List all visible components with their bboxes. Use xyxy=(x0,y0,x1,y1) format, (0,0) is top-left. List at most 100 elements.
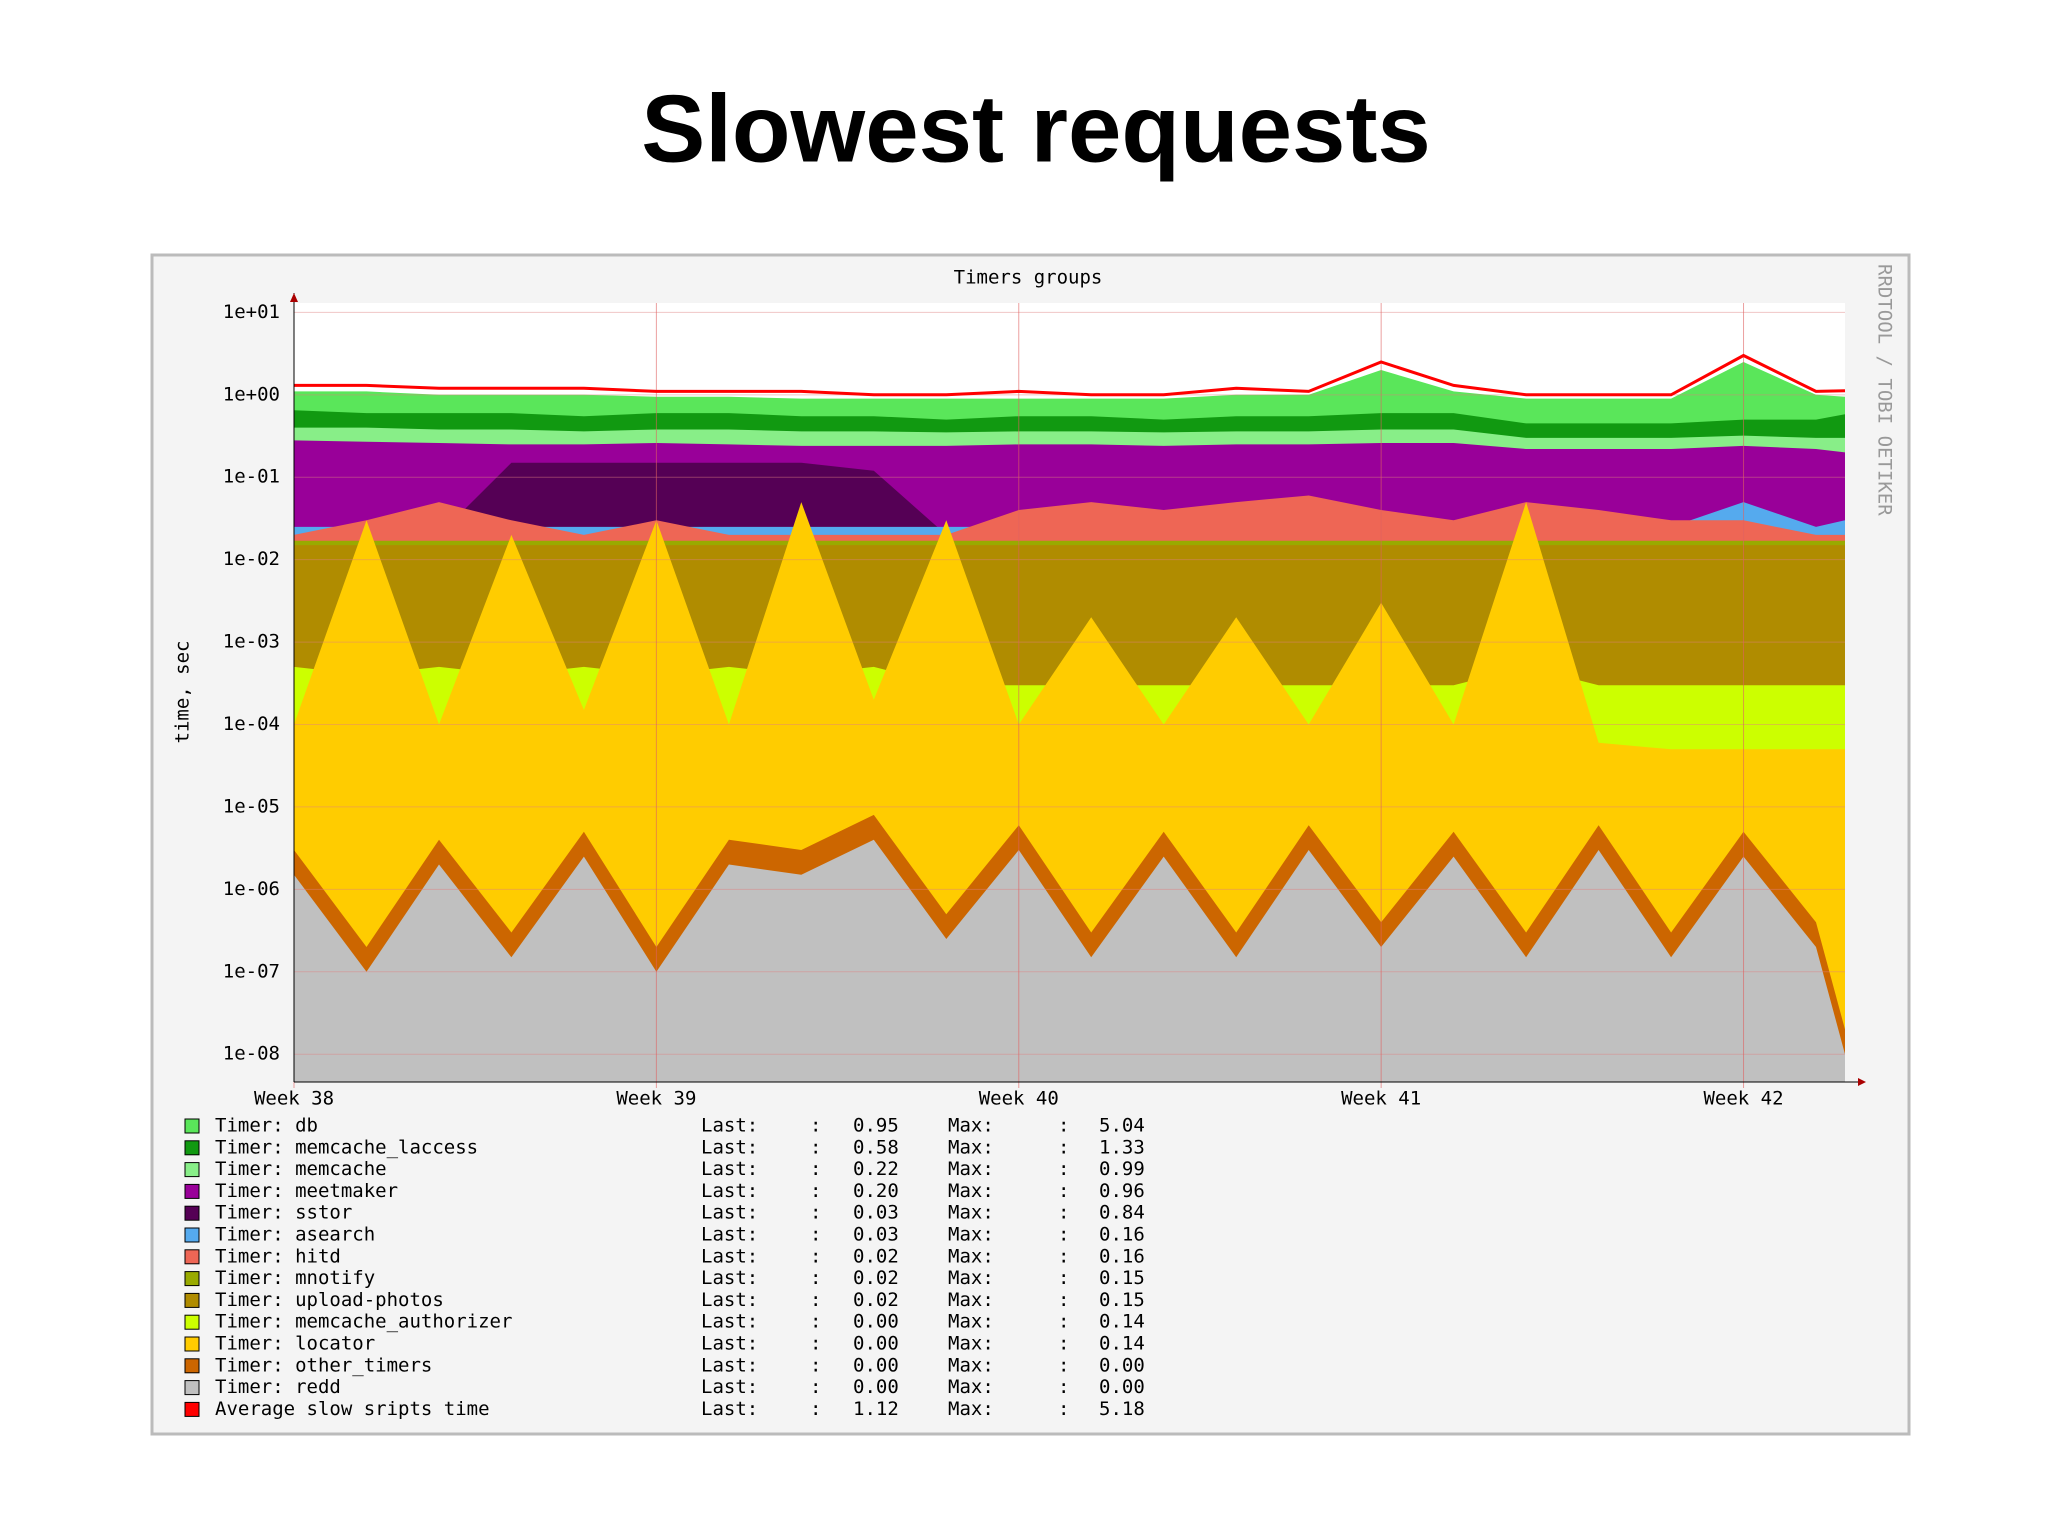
legend-separator: : xyxy=(1058,1180,1069,1202)
legend-separator: : xyxy=(1058,1267,1069,1289)
legend-label: Timer: meetmaker xyxy=(215,1180,398,1202)
legend-max: 1.33 xyxy=(1099,1136,1145,1158)
y-tick-label: 1e-04 xyxy=(223,713,280,735)
legend-max-label: Max: xyxy=(948,1398,994,1420)
slide-title: Slowest requests xyxy=(641,75,1431,182)
legend-label: Timer: other_timers xyxy=(215,1354,432,1376)
legend-last: 1.12 xyxy=(853,1398,899,1420)
legend-max-label: Max: xyxy=(948,1311,994,1333)
legend-swatch xyxy=(184,1271,200,1287)
legend-last-label: Last: xyxy=(701,1289,758,1311)
legend-separator: : xyxy=(1058,1289,1069,1311)
legend-max: 0.96 xyxy=(1099,1180,1145,1202)
area xyxy=(294,839,1845,1082)
legend-max-label: Max: xyxy=(948,1333,994,1355)
legend-last-label: Last: xyxy=(701,1115,758,1137)
legend-separator: : xyxy=(810,1202,821,1224)
legend-swatch xyxy=(184,1336,200,1352)
legend-separator: : xyxy=(1058,1202,1069,1224)
legend-label: Timer: sstor xyxy=(215,1202,352,1224)
legend-max-label: Max: xyxy=(948,1376,994,1398)
legend-max: 5.04 xyxy=(1099,1115,1145,1137)
chart-title: Timers groups xyxy=(954,267,1103,289)
legend-swatch xyxy=(184,1205,200,1221)
legend-label: Average slow sripts time xyxy=(215,1398,490,1420)
legend-separator: : xyxy=(1058,1245,1069,1267)
legend-last-label: Last: xyxy=(701,1224,758,1246)
y-tick-label: 1e-03 xyxy=(223,631,280,653)
legend-separator: : xyxy=(810,1158,821,1180)
legend-last-label: Last: xyxy=(701,1376,758,1398)
legend-label: Timer: mnotify xyxy=(215,1267,375,1289)
legend-last-label: Last: xyxy=(701,1245,758,1267)
legend-separator: : xyxy=(810,1136,821,1158)
legend-max: 0.99 xyxy=(1099,1158,1145,1180)
legend-last-label: Last: xyxy=(701,1158,758,1180)
legend-separator: : xyxy=(810,1376,821,1398)
legend-label: Timer: redd xyxy=(215,1376,341,1398)
legend-swatch xyxy=(184,1183,200,1199)
y-tick-label: 1e-08 xyxy=(223,1043,280,1065)
x-tick-label: Week 40 xyxy=(979,1088,1059,1110)
y-tick-label: 1e-02 xyxy=(223,548,280,570)
legend-last-label: Last: xyxy=(701,1354,758,1376)
legend-max: 0.84 xyxy=(1099,1202,1145,1224)
legend-separator: : xyxy=(810,1289,821,1311)
legend-last-label: Last: xyxy=(701,1333,758,1355)
x-arrow xyxy=(1858,1078,1866,1086)
legend-label: Timer: db xyxy=(215,1115,318,1137)
legend-label: Timer: upload-photos xyxy=(215,1289,444,1311)
legend-max-label: Max: xyxy=(948,1158,994,1180)
legend-last-label: Last: xyxy=(701,1136,758,1158)
legend-swatch xyxy=(184,1380,200,1396)
legend-last: 0.02 xyxy=(853,1267,899,1289)
legend-swatch xyxy=(184,1249,200,1265)
legend-label: Timer: memcache xyxy=(215,1158,387,1180)
legend-last: 0.00 xyxy=(853,1333,899,1355)
legend-max-label: Max: xyxy=(948,1202,994,1224)
legend-last: 0.20 xyxy=(853,1180,899,1202)
legend-swatch xyxy=(184,1118,200,1134)
legend-last: 0.58 xyxy=(853,1136,899,1158)
legend-separator: : xyxy=(810,1267,821,1289)
legend-separator: : xyxy=(810,1245,821,1267)
legend-swatch xyxy=(184,1227,200,1243)
legend-last-label: Last: xyxy=(701,1398,758,1420)
legend-last-label: Last: xyxy=(701,1180,758,1202)
legend-separator: : xyxy=(1058,1354,1069,1376)
legend-separator: : xyxy=(1058,1398,1069,1420)
legend-separator: : xyxy=(1058,1311,1069,1333)
legend-separator: : xyxy=(1058,1376,1069,1398)
legend-separator: : xyxy=(1058,1115,1069,1137)
legend-last: 0.95 xyxy=(853,1115,899,1137)
y-tick-label: 1e-07 xyxy=(223,960,280,982)
legend-label: Timer: locator xyxy=(215,1333,375,1355)
legend-max-label: Max: xyxy=(948,1289,994,1311)
line xyxy=(294,353,1846,397)
legend-max-label: Max: xyxy=(948,1115,994,1137)
areas xyxy=(294,362,1845,1083)
legend-swatch xyxy=(184,1358,200,1374)
legend-separator: : xyxy=(810,1115,821,1137)
legend-max-label: Max: xyxy=(948,1354,994,1376)
legend-label: Timer: hitd xyxy=(215,1245,341,1267)
legend-separator: : xyxy=(1058,1333,1069,1355)
x-tick-label: Week 38 xyxy=(254,1088,334,1110)
legend-label: Timer: asearch xyxy=(215,1224,375,1246)
legend-separator: : xyxy=(810,1311,821,1333)
legend-swatch xyxy=(184,1140,200,1156)
legend-max: 0.15 xyxy=(1099,1267,1145,1289)
legend-label: Timer: memcache_laccess xyxy=(215,1136,478,1158)
legend-last-label: Last: xyxy=(701,1202,758,1224)
legend-max: 0.16 xyxy=(1099,1245,1145,1267)
legend-last: 0.03 xyxy=(853,1224,899,1246)
legend-separator: : xyxy=(810,1180,821,1202)
side-note: RRDTOOL / TOBI OETIKER xyxy=(1874,264,1896,516)
legend-separator: : xyxy=(1058,1224,1069,1246)
x-tick-label: Week 42 xyxy=(1703,1088,1783,1110)
y-tick-label: 1e-01 xyxy=(223,466,280,488)
legend-max: 0.15 xyxy=(1099,1289,1145,1311)
legend-label: Timer: memcache_authorizer xyxy=(215,1311,512,1333)
y-tick-label: 1e+00 xyxy=(223,383,280,405)
x-tick-label: Week 41 xyxy=(1341,1088,1421,1110)
